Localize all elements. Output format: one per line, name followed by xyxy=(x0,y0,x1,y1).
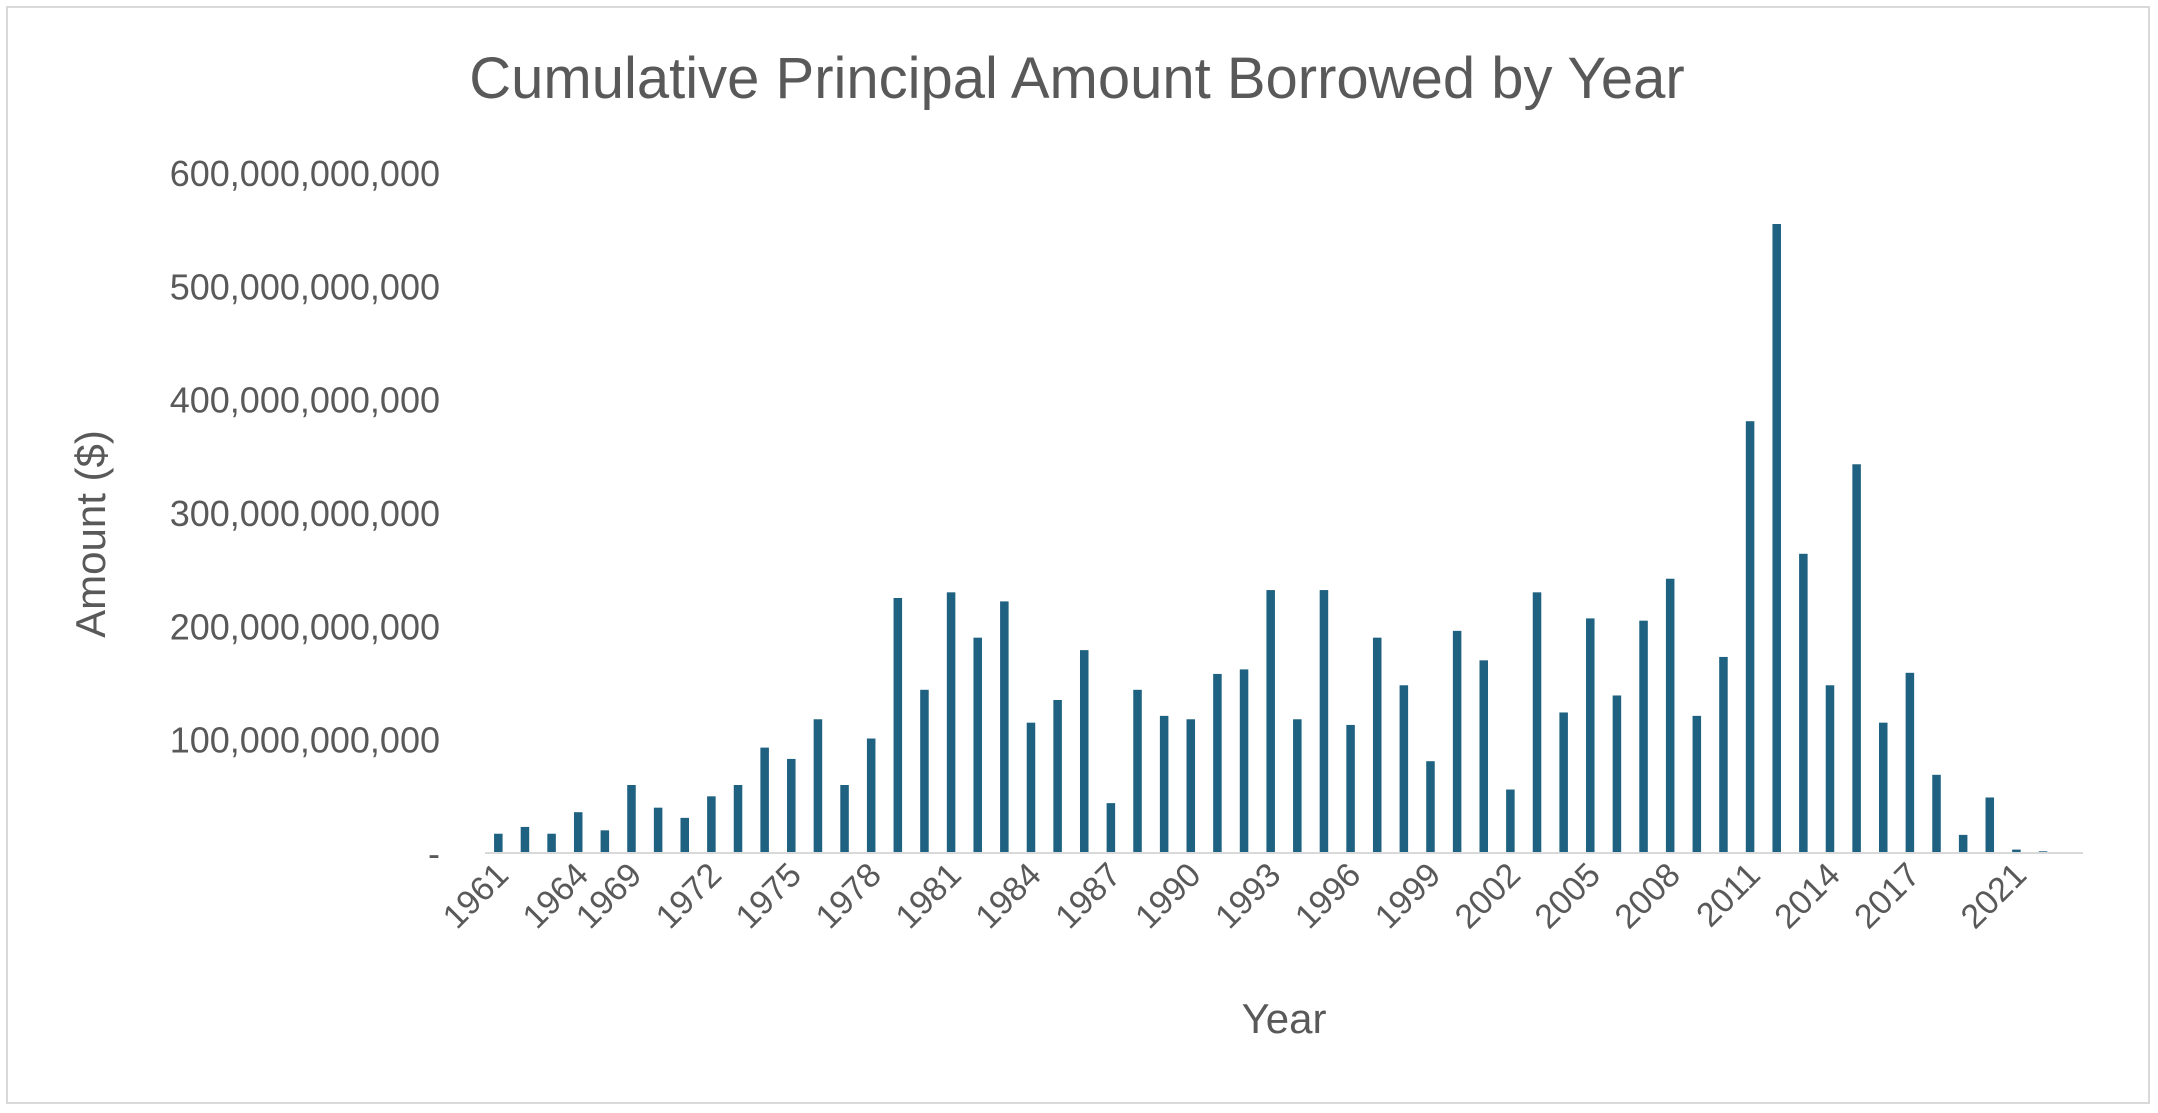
bar-1977 xyxy=(840,785,849,853)
bar-1978 xyxy=(866,738,876,853)
bar-1992 xyxy=(1239,669,1249,853)
bar-2005 xyxy=(1586,618,1595,853)
x-tick-label-2002: 2002 xyxy=(1448,856,1528,936)
bar-1995 xyxy=(1319,590,1329,853)
bar-1971 xyxy=(680,817,690,853)
bar-2009 xyxy=(1692,715,1702,853)
bar-1989 xyxy=(1159,715,1169,853)
y-tick-label: 200,000,000,000 xyxy=(170,606,440,647)
x-tick-label-1972: 1972 xyxy=(649,856,729,936)
bar-1976 xyxy=(813,719,823,853)
x-tick-label-1993: 1993 xyxy=(1208,856,1288,936)
x-tick-label-2008: 2008 xyxy=(1607,856,1687,936)
bar-2012 xyxy=(1772,224,1781,853)
bar-1980 xyxy=(920,689,929,853)
y-tick-label: 300,000,000,000 xyxy=(170,493,440,534)
x-tick-label-2005: 2005 xyxy=(1528,856,1608,936)
bar-2001 xyxy=(1479,660,1489,853)
y-tick-label: 400,000,000,000 xyxy=(170,380,440,421)
y-tick-label: 100,000,000,000 xyxy=(170,720,440,761)
bar-2011 xyxy=(1745,421,1755,853)
bar-1973 xyxy=(733,785,743,853)
bar-1985 xyxy=(1053,700,1062,853)
x-tick-label-1996: 1996 xyxy=(1288,856,1368,936)
x-tick-label-2021: 2021 xyxy=(1954,856,2034,936)
bar-2008 xyxy=(1665,578,1675,853)
bar-2017 xyxy=(1905,672,1915,853)
x-tick-label-1984: 1984 xyxy=(968,856,1048,936)
chart-title: Cumulative Principal Amount Borrowed by … xyxy=(469,46,1684,111)
bar-1987 xyxy=(1106,803,1116,853)
bar-1974 xyxy=(760,747,769,853)
bar-2004 xyxy=(1559,712,1568,853)
x-tick-label-2014: 2014 xyxy=(1767,856,1847,936)
bar-2002 xyxy=(1506,789,1515,853)
bar-2007 xyxy=(1639,620,1648,853)
bar-1984 xyxy=(1026,722,1036,853)
x-tick-label-2017: 2017 xyxy=(1847,856,1927,936)
bar-2006 xyxy=(1612,695,1622,853)
bar-1994 xyxy=(1293,719,1302,853)
bar-1999 xyxy=(1426,761,1435,853)
bar-1983 xyxy=(1000,601,1009,853)
x-tick-label-1990: 1990 xyxy=(1128,856,1208,936)
bar-1986 xyxy=(1079,650,1089,853)
bar-1962 xyxy=(520,826,530,853)
x-tick-label-1981: 1981 xyxy=(888,856,968,936)
bar-1991 xyxy=(1213,673,1222,853)
y-tick-label: 500,000,000,000 xyxy=(170,266,440,307)
bar-2015 xyxy=(1852,464,1861,853)
x-axis-title: Year xyxy=(1242,995,1327,1042)
x-tick-label-2011: 2011 xyxy=(1689,856,1768,935)
bar-1998 xyxy=(1399,685,1409,853)
bar-2010 xyxy=(1719,656,1728,853)
bar-2021 xyxy=(2012,849,2021,853)
bar-1965 xyxy=(600,830,610,853)
y-axis-title: Amount ($) xyxy=(67,430,114,638)
bar-1996 xyxy=(1346,724,1355,853)
bar-1963 xyxy=(547,833,556,853)
bar-1982 xyxy=(973,637,982,853)
bar-2000 xyxy=(1452,630,1462,853)
bar-2014 xyxy=(1825,685,1835,853)
bar-1981 xyxy=(946,592,956,853)
y-tick-label: - xyxy=(428,833,440,874)
bar-1972 xyxy=(707,796,716,853)
y-tick-label: 600,000,000,000 xyxy=(170,153,440,194)
bar-1993 xyxy=(1266,590,1275,853)
bar-1997 xyxy=(1372,637,1382,853)
bar-2018 xyxy=(1932,774,1941,853)
bar-1990 xyxy=(1186,719,1196,853)
bar-2016 xyxy=(1878,722,1888,853)
bar-1975 xyxy=(787,758,796,853)
bar-2013 xyxy=(1799,553,1808,853)
bar-1970 xyxy=(653,807,663,853)
x-tick-label-1975: 1975 xyxy=(729,856,809,936)
bar-1964 xyxy=(573,812,583,853)
bar-2003 xyxy=(1532,592,1542,853)
bar-1988 xyxy=(1133,689,1142,853)
bars xyxy=(494,224,2048,853)
bar-2020 xyxy=(1985,797,1995,853)
bar-2019 xyxy=(1958,834,1968,853)
y-axis-ticks: - 100,000,000,000 200,000,000,000 300,000,0… xyxy=(170,153,440,874)
x-tick-label-1987: 1987 xyxy=(1048,856,1128,936)
x-tick-label-1999: 1999 xyxy=(1368,856,1448,936)
bar-1969 xyxy=(627,785,636,853)
chart-frame xyxy=(6,6,2150,1104)
bar-1979 xyxy=(893,598,903,853)
bar-1961 xyxy=(494,833,503,853)
x-tick-label-1961: 1961 xyxy=(436,856,516,936)
x-tick-label-1978: 1978 xyxy=(808,856,888,936)
